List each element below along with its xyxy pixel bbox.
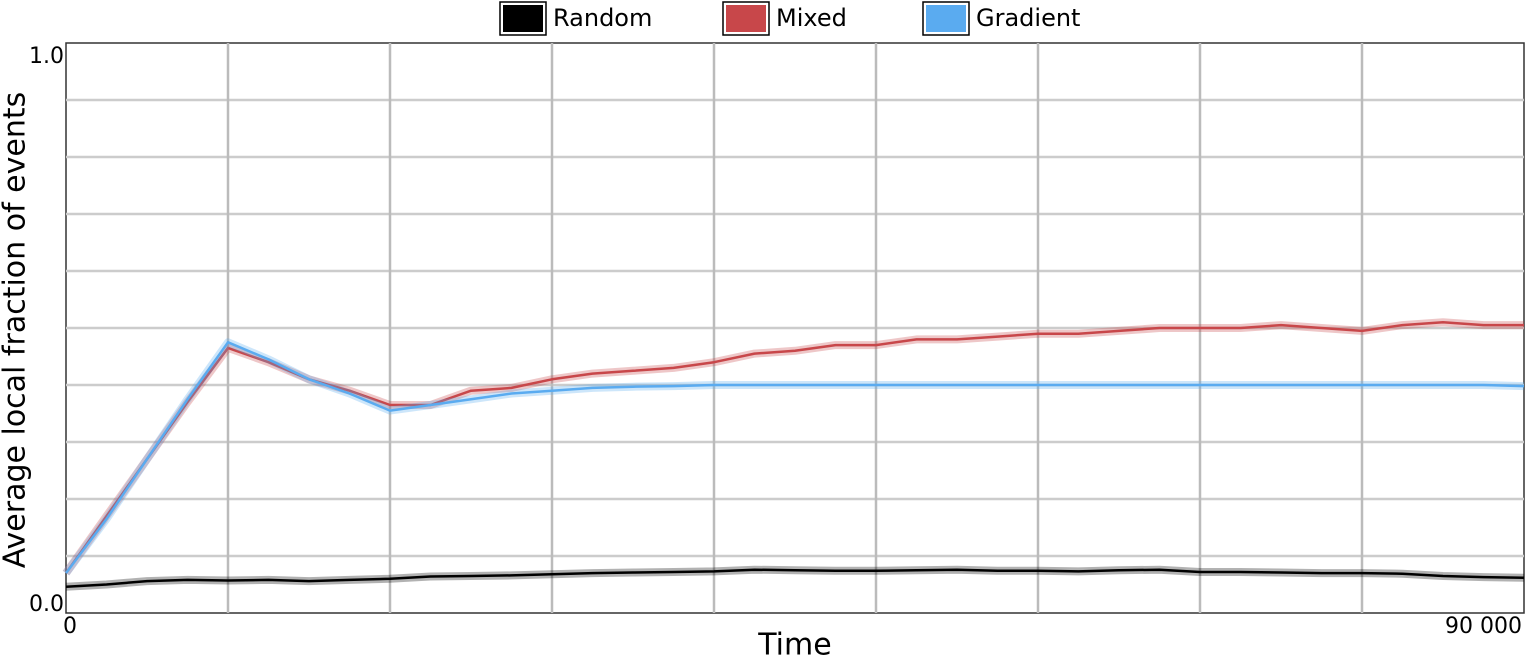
x-tick-label: 0	[63, 614, 77, 639]
grid	[65, 42, 1525, 614]
series-line	[64, 341, 1525, 574]
y-tick-label: 0.0	[29, 592, 64, 617]
labels: 0.0 1.0 0 90 000 Random Mixed Gradient	[29, 1, 1522, 639]
y-axis-title: Average local fraction of events	[0, 92, 33, 568]
legend-swatch	[726, 5, 766, 32]
lines	[62, 318, 1525, 591]
legend-swatch	[926, 5, 966, 32]
series-line	[65, 568, 1525, 589]
legend-label: Random	[553, 4, 652, 32]
legend-swatch	[503, 5, 543, 32]
legend-label: Gradient	[976, 4, 1080, 32]
x-axis-title: Time	[757, 628, 831, 660]
x-tick-label: 90 000	[1445, 614, 1522, 639]
legend-label: Mixed	[776, 4, 847, 32]
y-tick-label: 1.0	[29, 44, 64, 69]
